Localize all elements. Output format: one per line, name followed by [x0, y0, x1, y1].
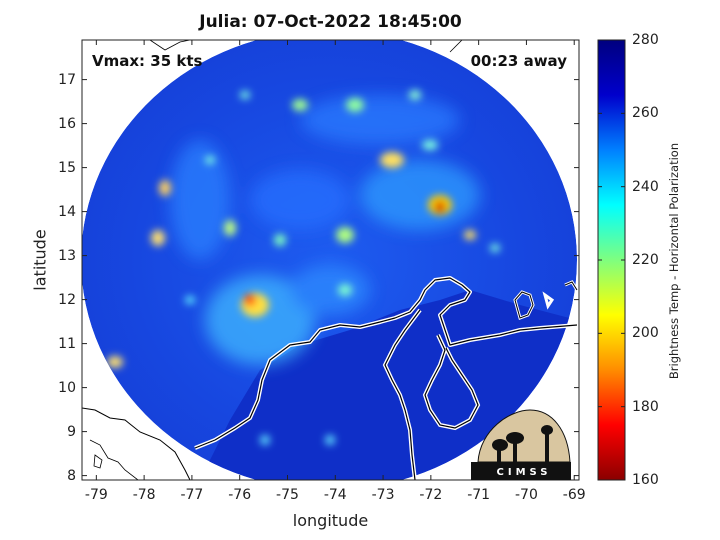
x-axis-label: longitude — [292, 511, 369, 530]
x-tick-label: -73 — [371, 487, 395, 503]
cimss-logo — [471, 409, 571, 480]
colorbar-tick-label: 180 — [632, 398, 659, 415]
x-tick-label: -79 — [84, 487, 108, 503]
colorbar-tick-label: 240 — [632, 178, 659, 195]
y-tick-label: 15 — [58, 159, 76, 176]
x-tick-label: -75 — [276, 487, 299, 503]
time-away-label: 00:23 away — [470, 52, 567, 70]
y-tick-label: 17 — [58, 71, 76, 88]
colorbar-tick-label: 220 — [632, 252, 659, 268]
y-axis-label: latitude — [30, 229, 50, 291]
logo-text: CIMSS — [496, 467, 552, 478]
x-tick-label: -77 — [180, 487, 204, 503]
x-tick-label: -69 — [562, 487, 586, 503]
x-tick-label: -74 — [323, 487, 347, 503]
colorbar-tick-label: 160 — [632, 472, 659, 488]
y-tick-label: 16 — [58, 115, 76, 132]
colorbar-tick-label: 200 — [632, 325, 659, 342]
y-tick-label: 12 — [58, 291, 76, 308]
y-tick-label: 9 — [67, 423, 76, 440]
x-tick-label: -76 — [228, 487, 252, 503]
y-tick-label: 8 — [67, 467, 76, 484]
coastline-outside — [82, 407, 191, 480]
x-tick-label: -78 — [132, 487, 156, 503]
x-tick-label: -72 — [419, 487, 443, 503]
colorbar-tick-label: 280 — [632, 32, 659, 48]
brightness-temp-swath — [82, 40, 577, 480]
x-tick-label: -70 — [514, 487, 538, 503]
y-tick-label: 13 — [58, 247, 76, 264]
y-tick-label: 10 — [58, 379, 76, 396]
map-title: Julia: 07-Oct-2022 18:45:00 — [199, 12, 462, 32]
y-tick-label: 14 — [58, 203, 76, 220]
colorbar-tick-label: 260 — [632, 105, 659, 122]
vmax-label: Vmax: 35 kts — [92, 52, 203, 70]
colorbar — [597, 39, 626, 481]
plot-frame — [81, 39, 580, 481]
colorbar-label: Brightness Temp - Horizontal Polarizatio… — [667, 142, 681, 380]
y-tick-label: 11 — [58, 335, 76, 352]
x-tick-label: -71 — [467, 487, 491, 503]
